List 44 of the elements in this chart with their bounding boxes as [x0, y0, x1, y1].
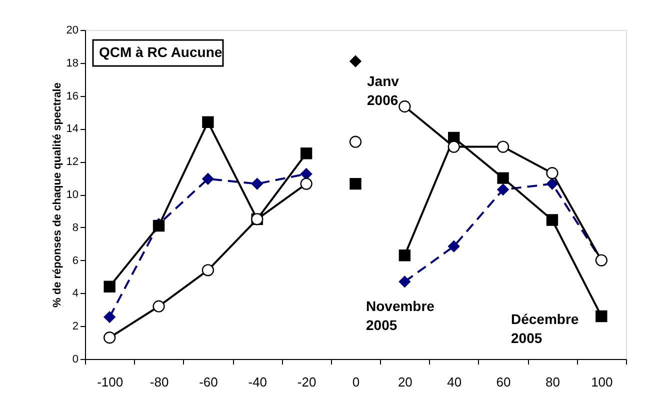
x-tick-label: 80 — [545, 374, 560, 390]
y-tick-label: 18 — [66, 57, 78, 70]
point — [152, 300, 165, 312]
point — [300, 148, 312, 160]
y-tick-label: 0 — [72, 354, 78, 366]
y-axis-title: % de réponses de chaque qualité spectrale — [51, 82, 64, 308]
annotation: Janv 2006 — [367, 73, 400, 108]
x-tick-label: 40 — [447, 374, 462, 390]
point — [448, 140, 460, 153]
point — [202, 116, 214, 128]
y-tick-label: 12 — [66, 156, 78, 168]
x-tick-label: -20 — [297, 374, 316, 390]
y-tick-label: 20 — [66, 24, 78, 36]
text: QCM à RC Aucune — [99, 44, 222, 60]
point — [496, 140, 510, 153]
point — [398, 100, 411, 113]
x-tick-label: 60 — [496, 374, 511, 390]
point — [546, 167, 558, 180]
point — [497, 172, 509, 184]
y-tick-label: 6 — [72, 254, 78, 267]
point — [300, 168, 312, 180]
point — [596, 310, 608, 322]
x-tick-label: -60 — [199, 374, 218, 390]
point — [251, 178, 263, 190]
point — [104, 332, 116, 344]
annotation: Décembre 2005 — [511, 311, 579, 346]
point — [202, 173, 214, 185]
x-tick-label: 0 — [352, 374, 360, 390]
point — [104, 280, 116, 292]
x-tick-label: -80 — [150, 374, 169, 390]
y-tick-label: 2 — [72, 320, 78, 333]
point — [300, 178, 312, 190]
x-tick-label: 20 — [398, 374, 412, 390]
x-tick-label: -100 — [97, 374, 124, 390]
y-tick-label: 10 — [66, 189, 78, 201]
point — [202, 264, 214, 276]
x-tick-label: 100 — [591, 374, 613, 390]
y-tick-label: 16 — [66, 90, 78, 102]
y-tick-label: 4 — [72, 288, 78, 300]
point — [104, 311, 116, 323]
y-tick-label: 14 — [66, 123, 78, 136]
x-tick-label: -40 — [248, 374, 268, 390]
y-tick-label: 8 — [72, 222, 78, 234]
annotation: Novembre 2005 — [366, 298, 435, 333]
